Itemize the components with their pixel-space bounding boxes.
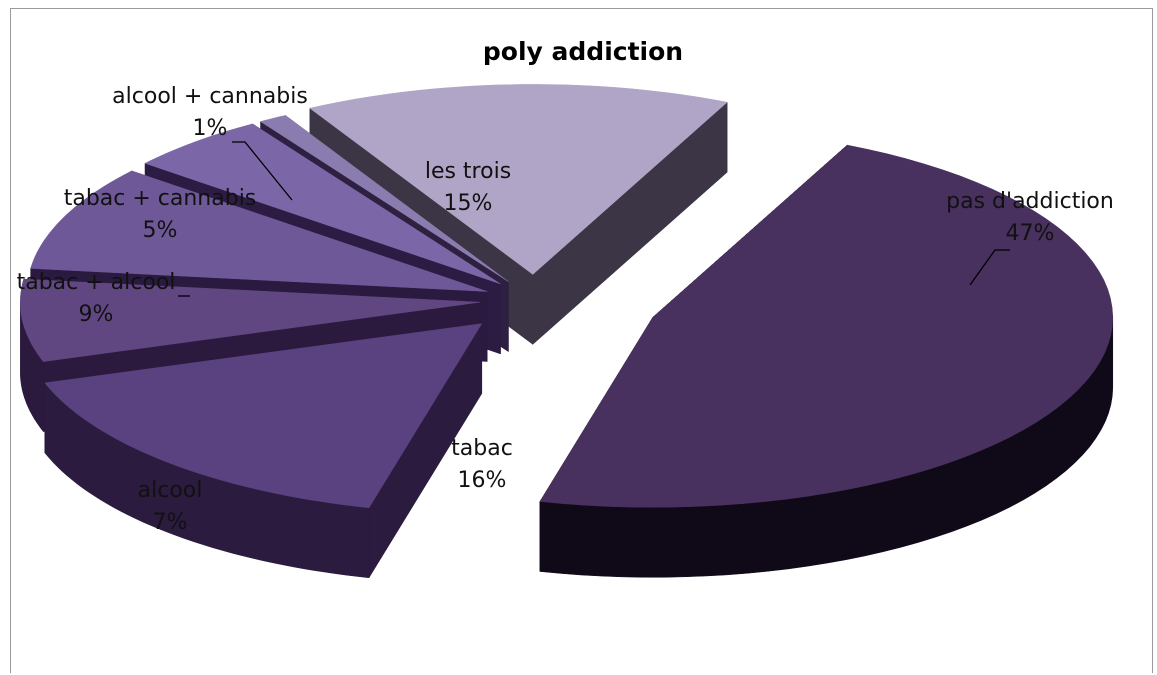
label-pas-d-addiction-name: pas d'addiction <box>946 189 1114 214</box>
data-labels: pas d'addiction 47% tabac 16% alcool 7% tabac … <box>17 84 1114 535</box>
label-alcool-cannabis-leader-line <box>232 141 293 201</box>
label-alcool-cannabis-value: 1% <box>193 116 228 141</box>
label-tabac-alcool-value: 9% <box>79 302 114 327</box>
label-les-trois-value: 15% <box>444 191 493 216</box>
slice-tabac <box>44 322 483 579</box>
slice-alcool-cannabis-top <box>259 115 509 282</box>
slice-tabac-top <box>44 323 483 509</box>
label-tabac-cannabis-value: 5% <box>143 218 178 243</box>
slice-tabac-cannabis-top <box>144 123 501 285</box>
slice-alcool-top <box>20 278 481 362</box>
slice-les-trois-top <box>309 84 728 275</box>
chart-title: poly addiction <box>483 37 683 66</box>
label-alcool-name: alcool <box>138 478 203 503</box>
label-pas-d-addiction-value: 47% <box>1006 221 1055 246</box>
label-alcool-value: 7% <box>153 510 188 535</box>
slice-tabac-alcool-top <box>30 170 488 292</box>
label-pas-d-addiction-leader-line <box>969 249 1010 286</box>
chart-frame <box>10 8 1153 673</box>
slices-group <box>20 84 1114 579</box>
label-alcool-cannabis-name: alcool + cannabis <box>112 84 308 109</box>
slice-pas-d-addiction <box>539 144 1114 578</box>
label-tabac-cannabis-name: tabac + cannabis <box>64 186 257 211</box>
slice-pas-d-addiction-top <box>539 144 1114 508</box>
label-tabac-name: tabac <box>451 436 513 461</box>
leader-lines <box>178 141 1010 297</box>
label-les-trois-name: les trois <box>425 159 511 184</box>
label-tabac-value: 16% <box>458 468 507 493</box>
label-tabac-alcool-name: tabac + alcool <box>17 270 176 295</box>
